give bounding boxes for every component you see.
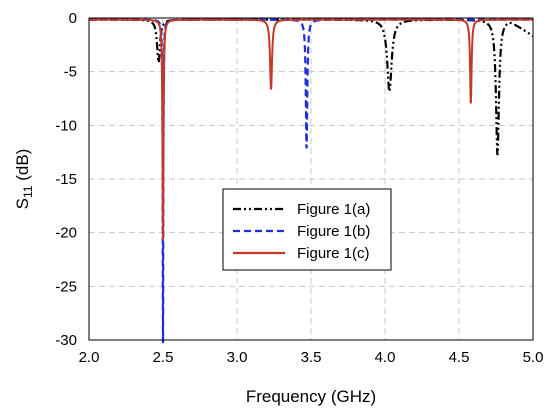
x-axis-label: Frequency (GHz) <box>246 387 376 406</box>
y-tick-label: -10 <box>55 117 77 134</box>
legend: Figure 1(a) Figure 1(b) Figure 1(c) <box>222 188 392 271</box>
x-tick-label: 2.5 <box>153 349 174 366</box>
grid-lines <box>89 18 533 340</box>
x-tick-label: 4.5 <box>449 349 470 366</box>
legend-box <box>222 188 392 271</box>
series-layer <box>89 18 534 344</box>
x-tick-label: 2.0 <box>79 349 100 366</box>
legend-label: Figure 1(b) <box>297 223 370 240</box>
x-tick-label: 4.0 <box>375 349 396 366</box>
legend-label: Figure 1(c) <box>297 245 370 262</box>
y-axis-label-sub: 11 <box>21 185 35 198</box>
y-axis-label-unit: (dB) <box>13 149 32 186</box>
legend-label: Figure 1(a) <box>297 201 370 218</box>
y-tick-label: -25 <box>55 278 77 295</box>
x-axis-ticks: 2.0 2.5 3.0 3.5 4.0 4.5 5.0 <box>79 349 544 366</box>
y-axis-label-base: S <box>13 198 32 209</box>
y-tick-label: -5 <box>64 64 77 81</box>
y-tick-label: -15 <box>55 171 77 188</box>
y-axis-ticks: 0 -5 -10 -15 -20 -25 -30 <box>55 10 77 349</box>
x-tick-label: 5.0 <box>523 349 544 366</box>
y-tick-label: 0 <box>69 10 77 27</box>
series-line <box>89 18 533 240</box>
y-tick-label: -30 <box>55 332 77 349</box>
x-tick-label: 3.0 <box>227 349 248 366</box>
series-line <box>89 18 533 344</box>
x-tick-label: 3.5 <box>301 349 322 366</box>
y-axis-label: S11 (dB) <box>13 149 35 210</box>
y-tick-label: -20 <box>55 225 77 242</box>
plot-frame <box>88 17 534 341</box>
